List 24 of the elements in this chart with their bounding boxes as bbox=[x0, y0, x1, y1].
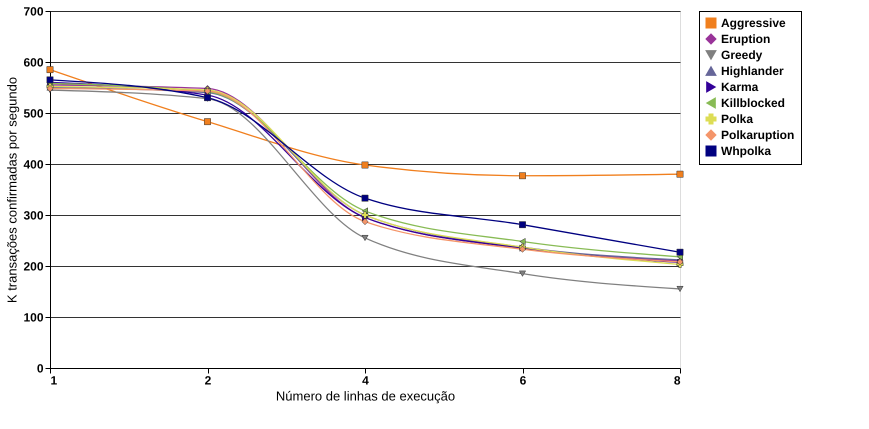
x-tick-label: 4 bbox=[362, 374, 370, 388]
x-tick-label: 6 bbox=[520, 374, 527, 388]
y-tick-label: 300 bbox=[23, 208, 44, 222]
y-tick-label: 700 bbox=[23, 4, 44, 18]
y-tick-label: 500 bbox=[23, 106, 44, 120]
legend-label: Greedy bbox=[721, 48, 763, 62]
y-tick-label: 600 bbox=[23, 56, 44, 70]
y-tick-label: 200 bbox=[23, 260, 44, 274]
legend-label: Polka bbox=[721, 112, 754, 126]
legend-label: Polkaruption bbox=[721, 128, 794, 142]
y-tick-label: 0 bbox=[36, 362, 44, 376]
y-axis-title: K transações confirmadas por segundo bbox=[4, 76, 20, 304]
y-tick-label: 100 bbox=[23, 310, 44, 324]
x-tick-label: 1 bbox=[50, 374, 58, 388]
y-tick-label: 400 bbox=[23, 158, 44, 172]
x-axis-title: Número de linhas de execução bbox=[276, 388, 456, 404]
x-tick-label: 8 bbox=[674, 374, 681, 388]
legend-label: Aggressive bbox=[721, 16, 786, 30]
legend-label: Highlander bbox=[721, 64, 784, 78]
x-tick-label: 2 bbox=[204, 374, 212, 388]
legend-label: Killblocked bbox=[721, 96, 786, 110]
legend-label: Eruption bbox=[721, 32, 770, 46]
legend-label: Karma bbox=[721, 80, 759, 94]
legend-label: Whpolka bbox=[721, 144, 772, 158]
